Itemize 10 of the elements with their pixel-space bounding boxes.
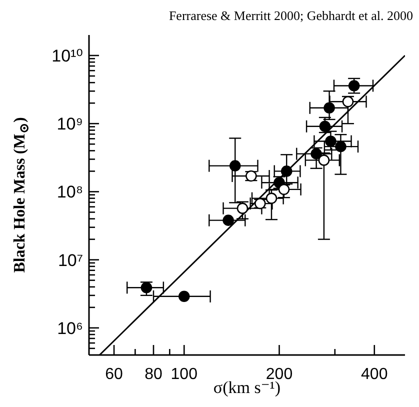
x-tick-label: 60 <box>105 366 124 383</box>
y-tick-label: 10⁸ <box>56 182 83 202</box>
y-tick-label: 10⁹ <box>56 114 83 134</box>
y-tick-label: 10⁶ <box>57 318 83 338</box>
x-tick-label: 400 <box>361 366 388 383</box>
y-tick-label: 10¹⁰ <box>52 46 84 66</box>
text: Ferrarese & Merritt 2000; Gebhardt et al. 2000 <box>168 8 413 24</box>
x-tick-label: 80 <box>144 366 162 383</box>
x-tick-label: 100 <box>170 366 198 383</box>
y-tick-label: 10⁷ <box>58 250 83 270</box>
